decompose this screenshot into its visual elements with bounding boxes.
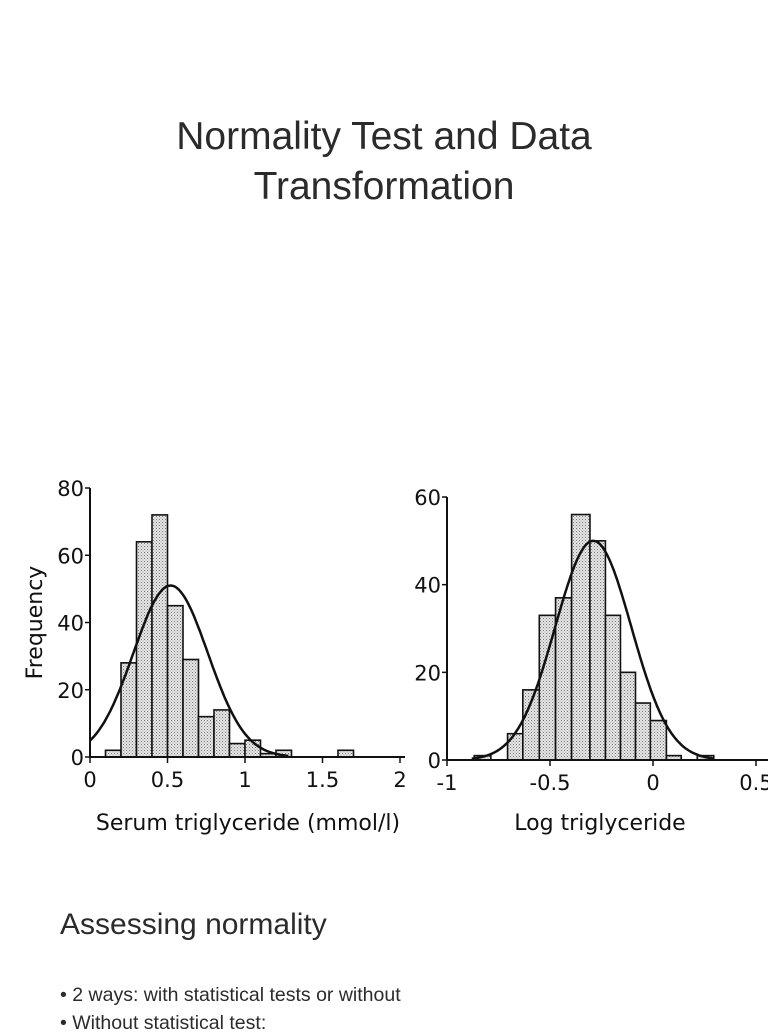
x-axis-label: Log triglyceride [514, 811, 685, 836]
bullet-item: • 2 ways: with statistical tests or with… [60, 984, 401, 1006]
histogram-bar [104, 749, 122, 758]
y-tick-label: 20 [414, 661, 441, 685]
histogram-bar [554, 597, 573, 761]
histogram-bar [649, 719, 668, 761]
y-tick-label: 80 [57, 477, 84, 501]
log-triglyceride-histogram: 0 20 40 60 -1 -0.5 0 0.5 Log triglyceride [414, 486, 768, 836]
slide-title-line-1: Normality Test and Data [176, 115, 592, 158]
x-tick-label: 0 [83, 768, 96, 792]
y-tick-label: 0 [71, 746, 84, 770]
histogram-bar [182, 658, 200, 758]
histogram-bar [166, 604, 184, 758]
y-tick-label: 60 [57, 544, 84, 568]
section-heading: Assessing normality [60, 908, 327, 941]
x-tick-label: -1 [437, 771, 458, 795]
slide-title-line-2: Transformation [253, 165, 515, 208]
histogram-bar [120, 662, 138, 758]
x-tick-label: 1 [238, 768, 251, 792]
x-tick-label: 0.5 [739, 771, 768, 795]
slide-title: Normality Test and Data Transformation [0, 112, 768, 212]
histogram-bar [213, 709, 231, 758]
histogram-bar [151, 514, 169, 758]
histogram-figure: 0 20 40 60 80 0 0.5 1 1.5 2 Serum triglyceride (mm… [23, 477, 768, 836]
histogram-bar [337, 749, 355, 758]
bullet-text: Without statistical test: [72, 1012, 267, 1034]
normal-curve [471, 539, 715, 760]
y-axis-label: Frequency [23, 566, 48, 680]
x-tick-label: 2 [393, 768, 406, 792]
histogram-bar [604, 614, 622, 761]
x-axis-label: Serum triglyceride (mmol/l) [96, 811, 400, 836]
y-tick-label: 40 [414, 574, 441, 598]
serum-triglyceride-histogram: 0 20 40 60 80 0 0.5 1 1.5 2 Serum triglyceride (mm… [23, 477, 407, 836]
y-tick-label: 60 [414, 486, 441, 510]
histogram-bar [228, 742, 246, 758]
histogram-bar [619, 671, 637, 761]
x-tick-label: 1.5 [306, 768, 339, 792]
histogram-bar [589, 540, 607, 761]
y-tick-label: 0 [428, 749, 441, 773]
x-tick-label: 0.5 [151, 768, 184, 792]
histogram-bar [506, 732, 524, 761]
histogram-bar [634, 702, 652, 761]
histogram-bar [197, 715, 215, 758]
y-tick-label: 20 [57, 679, 84, 703]
histogram-bar [135, 541, 153, 758]
bullet-text: 2 ways: with statistical tests or withou… [72, 984, 401, 1006]
normal-curve [89, 584, 289, 758]
y-tick-label: 40 [57, 612, 84, 636]
x-tick-label: 0 [646, 771, 659, 795]
x-tick-label: -0.5 [530, 771, 571, 795]
